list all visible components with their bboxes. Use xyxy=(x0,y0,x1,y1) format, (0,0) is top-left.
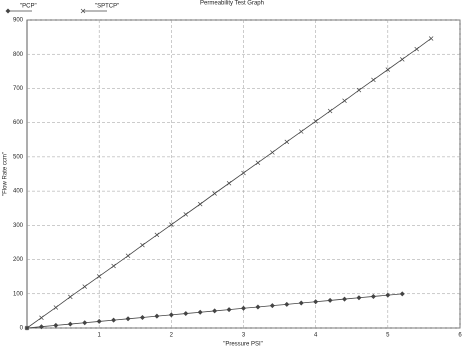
marker xyxy=(212,191,217,196)
marker xyxy=(140,242,145,248)
marker xyxy=(371,77,376,83)
marker xyxy=(139,314,145,320)
y-tick-label: 700 xyxy=(13,86,24,92)
marker xyxy=(197,309,203,315)
legend-label: "SPTCP" xyxy=(95,4,119,10)
marker xyxy=(385,292,391,298)
legend-marker xyxy=(80,8,86,14)
marker xyxy=(96,274,102,279)
marker xyxy=(68,294,73,300)
y-tick-label: 900 xyxy=(13,18,24,24)
marker xyxy=(125,316,131,322)
marker xyxy=(255,304,261,310)
marker xyxy=(255,160,261,165)
marker xyxy=(270,150,275,155)
marker xyxy=(327,108,333,114)
marker xyxy=(226,180,232,186)
marker xyxy=(154,313,160,319)
y-tick-label: 600 xyxy=(13,120,24,126)
marker xyxy=(385,67,391,72)
marker xyxy=(38,324,44,330)
marker xyxy=(241,305,246,311)
marker xyxy=(414,46,419,52)
marker xyxy=(96,318,102,324)
y-tick-label: 300 xyxy=(13,223,24,229)
marker xyxy=(356,87,362,93)
x-tick-label: 5 xyxy=(386,333,390,339)
marker xyxy=(67,321,73,327)
marker xyxy=(125,253,131,259)
x-tick-label: 6 xyxy=(458,333,462,339)
x-tick-label: 1 xyxy=(97,333,101,339)
marker xyxy=(342,296,348,302)
marker xyxy=(169,222,174,227)
marker xyxy=(168,312,174,318)
marker xyxy=(313,119,318,124)
chart-title: Permeability Test Graph xyxy=(200,1,264,7)
marker xyxy=(82,284,87,289)
marker xyxy=(226,307,232,313)
marker xyxy=(39,315,44,320)
marker xyxy=(284,139,290,145)
x-axis-label: "Pressure PSI" xyxy=(223,342,263,348)
marker xyxy=(298,300,304,306)
y-axis-label: "Flow Rate ccm" xyxy=(3,152,9,196)
marker xyxy=(241,170,246,176)
legend-label: "PCP" xyxy=(20,4,37,10)
x-tick-label: 4 xyxy=(314,333,318,339)
legend-marker xyxy=(5,8,11,14)
marker xyxy=(284,301,290,307)
x-tick-label: 3 xyxy=(242,333,246,339)
y-tick-label: 500 xyxy=(13,154,24,160)
marker xyxy=(82,320,88,326)
marker xyxy=(313,299,319,305)
marker xyxy=(111,317,117,323)
y-tick-label: 0 xyxy=(20,326,24,332)
marker xyxy=(399,291,405,297)
marker xyxy=(298,129,304,134)
marker xyxy=(111,263,116,269)
marker xyxy=(197,201,203,207)
marker xyxy=(327,297,333,303)
marker xyxy=(428,36,434,41)
marker xyxy=(154,232,160,238)
marker xyxy=(53,322,59,328)
marker xyxy=(183,212,189,217)
marker xyxy=(342,98,347,104)
marker xyxy=(183,311,189,317)
marker xyxy=(212,308,218,314)
y-tick-label: 200 xyxy=(13,257,24,263)
y-tick-label: 800 xyxy=(13,52,24,58)
y-tick-label: 400 xyxy=(13,189,24,195)
marker xyxy=(53,305,59,310)
marker xyxy=(370,293,376,299)
marker xyxy=(269,303,275,309)
marker xyxy=(356,295,362,301)
x-tick-label: 2 xyxy=(170,333,174,339)
marker xyxy=(400,57,405,62)
marker xyxy=(24,325,30,331)
y-tick-label: 100 xyxy=(13,291,24,297)
